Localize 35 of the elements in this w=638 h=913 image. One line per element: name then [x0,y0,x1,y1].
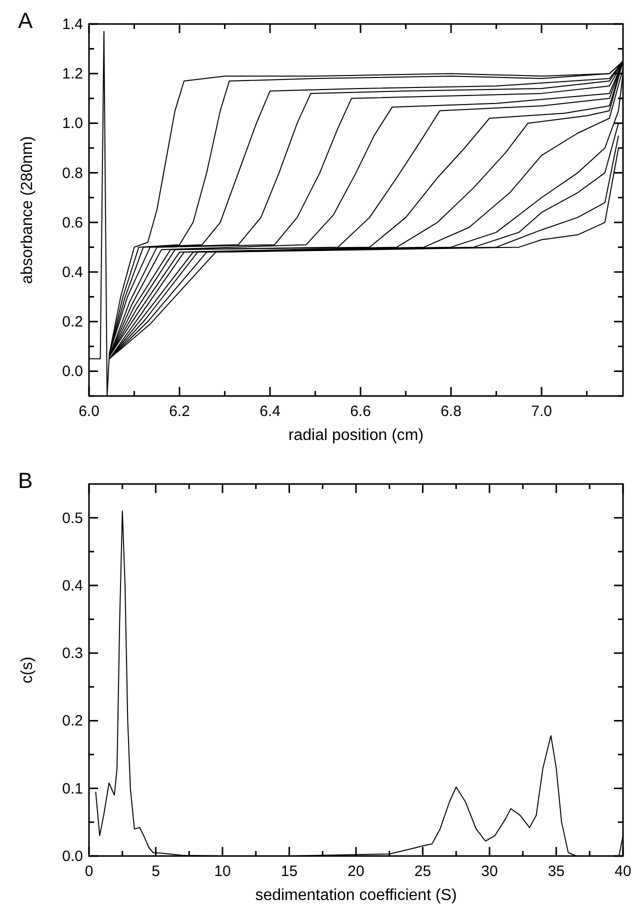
x-tick-label: 20 [348,863,364,880]
x-tick-label: 40 [614,863,632,880]
x-tick-label: 6.6 [350,403,371,420]
y-tick-label: 0.3 [62,645,83,662]
y-tick-label: 0.0 [62,363,83,380]
x-tick-label: 5 [152,863,160,880]
y-tick-label: 0.4 [62,577,83,594]
y-tick-label: 0.0 [62,848,83,865]
y-tick-label: 0.6 [62,214,83,232]
y-tick-label: 0.2 [62,712,83,730]
x-tick-label: 30 [481,863,498,880]
x-axis-title: sedimentation coefficient (S) [255,887,457,904]
y-tick-label: 0.1 [62,780,83,798]
x-tick-label: 0 [84,863,94,880]
x-tick-label: 6.8 [440,403,462,420]
y-tick-label: 1.0 [62,115,83,132]
x-tick-label: 35 [548,863,565,880]
y-tick-label: 0.2 [62,314,83,331]
x-tick-label: 15 [280,863,298,880]
x-tick-label: 10 [214,863,231,880]
chart-title: B [18,468,33,493]
x-tick-label: 7.0 [531,403,552,420]
y-tick-label: 0.5 [62,510,83,527]
chart-title: A [18,8,33,33]
x-axis-title: radial position (cm) [288,427,424,444]
y-axis-title: absorbance (280nm) [19,136,36,284]
x-tick-label: 25 [414,863,432,880]
y-axis-title: c(s) [19,656,36,684]
y-tick-label: 1.2 [62,66,83,83]
x-tick-label: 6.4 [260,403,280,420]
y-tick-label: 1.4 [62,16,83,33]
x-tick-label: 6.0 [78,403,100,420]
y-tick-label: 0.8 [62,164,83,182]
y-tick-label: 0.4 [62,264,83,281]
x-tick-label: 6.2 [169,403,190,420]
